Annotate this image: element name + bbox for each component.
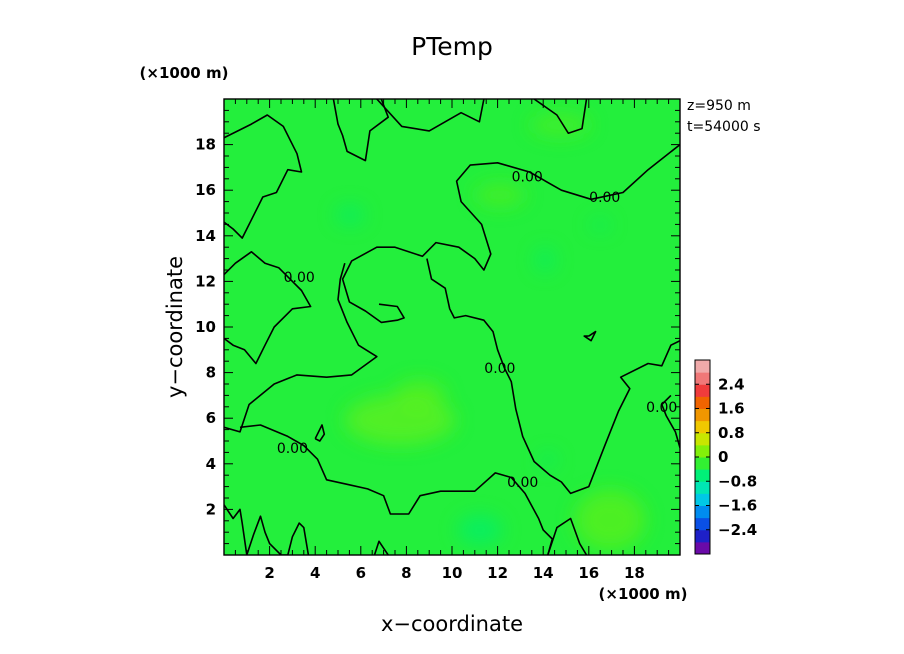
colorbar-label: 1.6 <box>718 400 745 418</box>
x-tick-label: 4 <box>310 564 320 582</box>
x-tick-label: 2 <box>264 564 274 582</box>
colorbar-label: −1.6 <box>718 497 757 515</box>
cool-patch <box>535 248 555 272</box>
y-tick-label: 6 <box>206 409 216 427</box>
colorbar-swatch <box>695 529 710 543</box>
contour-line <box>224 251 312 365</box>
colorbar-label: 0 <box>718 448 728 466</box>
contour-line <box>547 517 588 555</box>
y-tick-label: 16 <box>195 181 216 199</box>
x-tick-label: 12 <box>487 564 508 582</box>
colorbar-label: −2.4 <box>718 521 757 539</box>
annotation-t: t=54000 s <box>687 119 761 135</box>
contour-label: 0.00 <box>512 170 543 186</box>
warm-patch <box>575 490 645 550</box>
y-axis-label: y−coordinate <box>163 256 187 398</box>
contour-line <box>661 394 680 449</box>
contour-line <box>239 424 554 555</box>
contour-line <box>341 143 680 324</box>
y-tick-label: 8 <box>206 364 216 382</box>
colorbar-swatch <box>695 432 710 446</box>
warm-patch <box>530 113 590 137</box>
contour-lines <box>224 99 680 555</box>
y-tick-label: 18 <box>195 136 216 154</box>
warm-patch <box>395 380 445 410</box>
x-tick-labels: 2 4 6 8 10 12 14 16 18 <box>264 564 644 582</box>
x-tick-label: 6 <box>356 564 366 582</box>
cool-patch <box>336 205 364 225</box>
contour-line <box>583 330 597 342</box>
contour-line <box>426 258 680 495</box>
colorbar-swatch <box>695 384 710 397</box>
contour-label: 0.00 <box>507 475 538 491</box>
cool-patch <box>458 515 502 545</box>
colorbar-swatch <box>695 541 710 555</box>
y-tick-labels: 2 4 6 8 10 12 14 16 18 <box>195 136 216 519</box>
cool-patch <box>590 219 610 231</box>
contour-label: 0.00 <box>646 400 677 416</box>
contour-label: 0.00 <box>284 270 315 286</box>
y-unit-label: (×1000 m) <box>140 64 229 82</box>
x-tick-label: 18 <box>624 564 645 582</box>
contour-label: 0.00 <box>589 190 620 206</box>
y-tick-label: 10 <box>195 318 216 336</box>
colorbar-swatch <box>695 444 710 458</box>
colorbar-swatch <box>695 372 710 385</box>
cool-patch <box>539 453 557 467</box>
y-tick-label: 12 <box>195 272 216 290</box>
contour-line <box>373 540 389 555</box>
colorbar-swatch <box>695 505 710 519</box>
axis-ticks <box>224 99 680 555</box>
colorbar: 2.4 1.6 0.8 0 −0.8 −1.6 −2.4 <box>694 359 757 555</box>
colorbar-swatch <box>695 481 710 494</box>
contour-line <box>376 99 485 132</box>
colorbar-swatch <box>695 457 710 470</box>
colorbar-swatch <box>695 493 710 506</box>
colorbar-swatch <box>695 517 710 531</box>
plot-area: 0.00 0.00 0.00 0.00 0.00 0.00 0.00 <box>223 98 681 556</box>
contour-line <box>533 99 588 134</box>
contour-line <box>332 99 389 162</box>
colorbar-swatch <box>695 420 710 434</box>
colorbar-swatch <box>695 408 710 422</box>
x-tick-label: 8 <box>401 564 411 582</box>
annotation-z: z=950 m <box>687 98 751 114</box>
colorbar-swatch <box>695 360 710 373</box>
field-background <box>224 99 680 555</box>
x-unit-label: (×1000 m) <box>599 585 688 603</box>
colorbar-swatch <box>695 396 710 409</box>
x-tick-label: 10 <box>442 564 463 582</box>
contour-line <box>224 262 378 433</box>
y-tick-label: 14 <box>195 227 216 245</box>
colorbar-label: −0.8 <box>718 472 757 490</box>
contour-label: 0.00 <box>277 441 308 457</box>
x-tick-label: 14 <box>533 564 554 582</box>
colorbar-label: 2.4 <box>718 375 745 393</box>
colorbar-swatch <box>695 469 710 482</box>
warm-patch <box>475 183 525 207</box>
field-shading <box>336 113 645 550</box>
x-tick-label: 16 <box>578 564 599 582</box>
contour-line <box>224 114 303 239</box>
y-tick-label: 2 <box>206 500 216 518</box>
colorbar-label: 0.8 <box>718 424 745 442</box>
chart-title: PTemp <box>411 32 493 61</box>
x-axis-label: x−coordinate <box>381 612 523 636</box>
contour-line <box>314 424 326 442</box>
contour-line <box>224 504 248 555</box>
y-tick-label: 4 <box>206 455 216 473</box>
contour-line <box>246 515 310 555</box>
contour-label: 0.00 <box>484 361 515 377</box>
contour-labels: 0.00 0.00 0.00 0.00 0.00 0.00 0.00 <box>277 170 678 492</box>
